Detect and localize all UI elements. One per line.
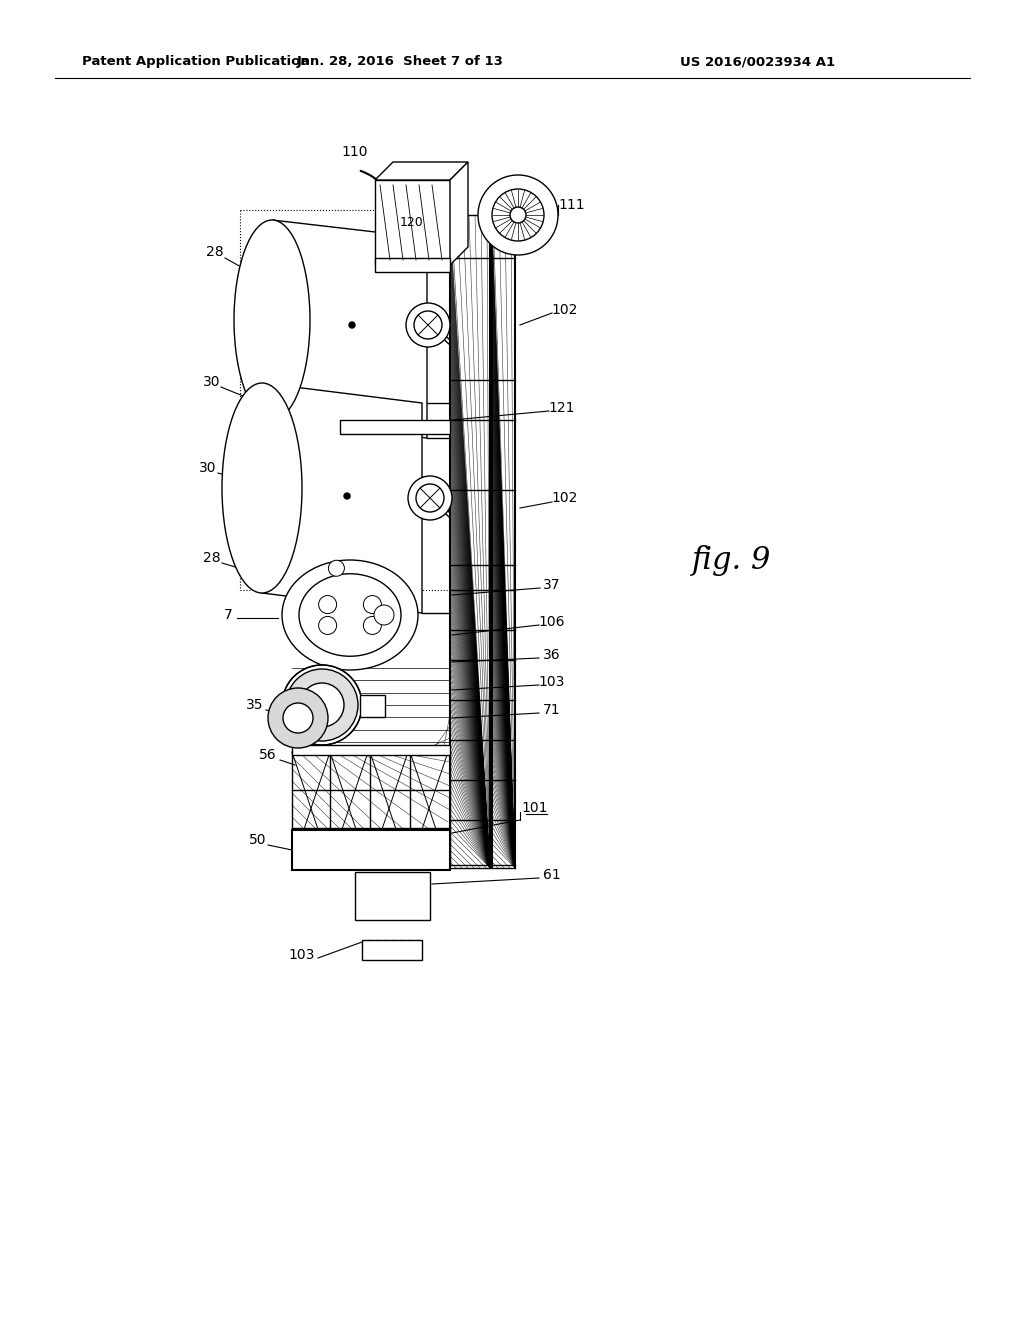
Text: 120: 120 bbox=[400, 214, 424, 227]
Bar bbox=[362, 940, 422, 960]
Polygon shape bbox=[262, 383, 422, 612]
Polygon shape bbox=[375, 257, 450, 272]
Circle shape bbox=[344, 492, 350, 499]
Text: US 2016/0023934 A1: US 2016/0023934 A1 bbox=[680, 55, 836, 69]
Ellipse shape bbox=[234, 220, 310, 420]
Text: 56: 56 bbox=[259, 748, 276, 762]
Circle shape bbox=[349, 322, 355, 327]
Circle shape bbox=[406, 304, 450, 347]
Text: 111: 111 bbox=[559, 198, 586, 213]
Circle shape bbox=[408, 477, 452, 520]
Bar bbox=[360, 696, 385, 717]
Text: Jan. 28, 2016  Sheet 7 of 13: Jan. 28, 2016 Sheet 7 of 13 bbox=[297, 55, 504, 69]
Text: 61: 61 bbox=[543, 869, 561, 882]
Text: Patent Application Publication: Patent Application Publication bbox=[82, 55, 309, 69]
Text: 71: 71 bbox=[543, 704, 561, 717]
Polygon shape bbox=[272, 220, 427, 438]
Circle shape bbox=[510, 207, 526, 223]
Circle shape bbox=[364, 616, 381, 635]
Circle shape bbox=[414, 312, 442, 339]
Circle shape bbox=[300, 682, 344, 727]
Bar bbox=[292, 830, 450, 870]
Ellipse shape bbox=[299, 574, 401, 656]
Ellipse shape bbox=[222, 383, 302, 593]
Text: 37: 37 bbox=[544, 578, 561, 591]
Text: 36: 36 bbox=[543, 648, 561, 663]
Circle shape bbox=[364, 595, 381, 614]
Text: 7: 7 bbox=[223, 609, 232, 622]
Text: 35: 35 bbox=[246, 698, 264, 711]
Ellipse shape bbox=[282, 560, 418, 671]
Bar bbox=[355, 873, 430, 920]
Circle shape bbox=[286, 669, 358, 741]
Polygon shape bbox=[340, 420, 450, 434]
Circle shape bbox=[268, 688, 328, 748]
Circle shape bbox=[416, 484, 444, 512]
Bar bbox=[375, 180, 450, 265]
Text: 103: 103 bbox=[539, 675, 565, 689]
Circle shape bbox=[329, 560, 344, 577]
Circle shape bbox=[318, 595, 337, 614]
Circle shape bbox=[318, 616, 337, 635]
Circle shape bbox=[282, 665, 362, 744]
Circle shape bbox=[478, 176, 558, 255]
Text: 28: 28 bbox=[203, 550, 221, 565]
Text: 120: 120 bbox=[400, 215, 424, 228]
Circle shape bbox=[283, 704, 313, 733]
Bar bbox=[292, 744, 450, 755]
Text: 103: 103 bbox=[289, 948, 315, 962]
Circle shape bbox=[374, 605, 394, 624]
Text: 102: 102 bbox=[552, 304, 579, 317]
Text: 106: 106 bbox=[539, 615, 565, 630]
Polygon shape bbox=[450, 162, 468, 265]
Text: 101: 101 bbox=[522, 801, 548, 814]
Text: 50: 50 bbox=[249, 833, 266, 847]
Text: fig. 9: fig. 9 bbox=[692, 544, 771, 576]
Text: 110: 110 bbox=[342, 145, 369, 158]
Circle shape bbox=[492, 189, 544, 242]
Polygon shape bbox=[375, 162, 468, 180]
Text: 28: 28 bbox=[206, 246, 224, 259]
Text: 121: 121 bbox=[549, 401, 575, 414]
Text: 102: 102 bbox=[552, 491, 579, 506]
Text: 30: 30 bbox=[203, 375, 221, 389]
Text: 30: 30 bbox=[200, 461, 217, 475]
